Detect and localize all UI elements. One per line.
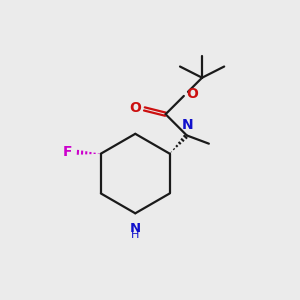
Text: N: N (130, 221, 141, 235)
Text: H: H (131, 230, 140, 240)
Text: F: F (63, 145, 72, 159)
Text: O: O (129, 101, 141, 115)
Text: O: O (186, 88, 198, 101)
Text: N: N (182, 118, 193, 132)
